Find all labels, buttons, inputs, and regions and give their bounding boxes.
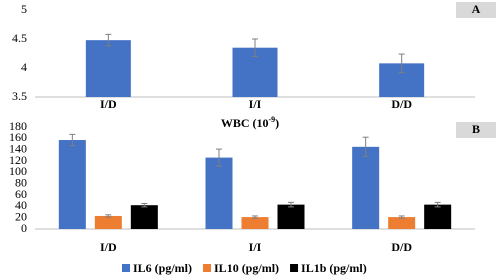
legend-swatch (203, 264, 212, 272)
legend-swatch (122, 264, 130, 272)
x-tick-label: D/D (391, 97, 412, 111)
y-tick-label: 120 (9, 153, 27, 167)
x-tick-label: I/D (100, 240, 117, 254)
legend-label: IL10 (pg/ml) (214, 261, 279, 275)
y-tick-label: 60 (15, 187, 27, 201)
bar (277, 204, 305, 229)
y-tick-label: 140 (9, 141, 27, 155)
bar (130, 205, 158, 229)
y-tick-label: 4.5 (12, 31, 27, 45)
bar (388, 217, 416, 229)
y-tick-label: 160 (9, 130, 27, 144)
x-axis-label: WBC (10-9) (221, 115, 279, 130)
legend-label: IL6 (pg/ml) (133, 261, 192, 275)
panel-label: A (472, 2, 481, 16)
y-tick-label: 3.5 (12, 89, 27, 103)
panel-label-box (456, 122, 496, 138)
bar (241, 217, 269, 229)
y-tick-label: 0 (21, 221, 27, 235)
x-tick-label: I/I (249, 240, 262, 254)
y-tick-label: 20 (15, 209, 27, 223)
bar (205, 157, 233, 229)
bar (352, 146, 380, 229)
panel-label-box (456, 2, 496, 18)
legend-label: IL1b (pg/ml) (301, 261, 367, 275)
y-tick-label: 180 (9, 119, 27, 133)
y-tick-label: 5 (21, 2, 27, 16)
bar (424, 204, 452, 229)
x-tick-label: I/I (249, 97, 262, 111)
y-tick-label: 4 (21, 60, 27, 74)
x-axis-label-sup: -9 (269, 115, 276, 124)
bar (94, 215, 122, 229)
panel-label: B (472, 122, 480, 136)
x-axis-label-part: WBC (10 (221, 116, 269, 130)
y-tick-label: 100 (9, 164, 27, 178)
y-tick-label: 40 (15, 198, 27, 212)
bar (58, 140, 86, 229)
y-tick-label: 80 (15, 175, 27, 189)
x-tick-label: I/D (100, 97, 117, 111)
bar (85, 40, 131, 97)
x-tick-label: D/D (391, 240, 412, 254)
x-axis-label-part: ) (275, 116, 279, 130)
legend-swatch (290, 264, 299, 272)
